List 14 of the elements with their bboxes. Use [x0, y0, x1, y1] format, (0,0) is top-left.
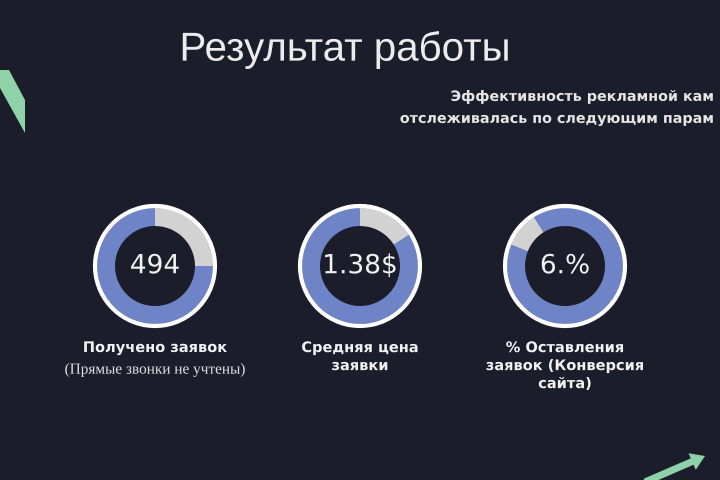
donut-slice: [302, 208, 418, 324]
text: 494: [131, 254, 179, 274]
text: Результат работы: [182, 31, 508, 69]
text: Эффективность рекламной кам отслеживалась по следующим парам: [400, 90, 713, 126]
donut-slice: [97, 208, 213, 324]
text: (Прямые звонки не учтены): [65, 363, 245, 377]
donut-slice: [511, 217, 544, 252]
text: 1.38$: [325, 253, 396, 278]
text: % Оставления заявок (Конверсия сайта): [486, 341, 643, 390]
donut-slice: [507, 208, 623, 324]
text: 6.%: [542, 254, 589, 274]
text: Получено заявок: [84, 341, 227, 356]
text: Средняя цена заявки: [302, 341, 418, 370]
donut-slice: [360, 208, 409, 245]
